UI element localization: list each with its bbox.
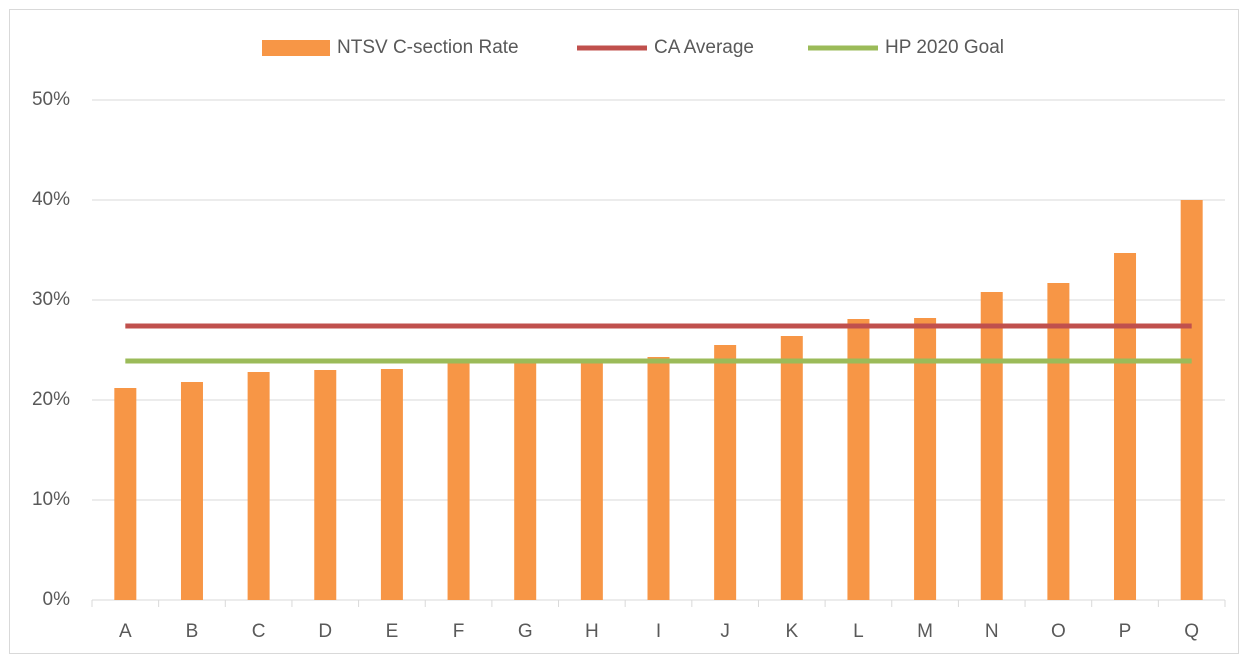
x-tick-label: K [785, 621, 798, 642]
bar [647, 357, 670, 600]
x-tick-label: C [252, 621, 266, 642]
x-tick-label: I [656, 621, 661, 642]
chart-border [9, 9, 1239, 654]
bar [1047, 283, 1070, 600]
x-tick-label: Q [1184, 621, 1199, 642]
x-tick-label: O [1051, 621, 1066, 642]
x-tick-label: E [386, 621, 399, 642]
y-tick-label: 30% [32, 289, 70, 310]
x-tick-label: M [917, 621, 933, 642]
legend-label: HP 2020 Goal [885, 37, 1004, 58]
y-tick-label: 40% [32, 189, 70, 210]
x-tick-label: B [186, 621, 199, 642]
y-tick-label: 50% [32, 89, 70, 110]
bar [247, 372, 270, 600]
y-tick-label: 10% [32, 489, 70, 510]
x-tick-label: P [1119, 621, 1132, 642]
legend-label: CA Average [654, 37, 754, 58]
bar [114, 388, 137, 600]
bar [714, 345, 737, 600]
bar [447, 360, 470, 600]
bar [1114, 253, 1137, 600]
bar [514, 359, 537, 600]
x-tick-label: D [318, 621, 332, 642]
y-tick-label: 0% [43, 589, 71, 610]
bar [847, 319, 870, 600]
x-tick-label: G [518, 621, 533, 642]
x-tick-label: F [453, 621, 465, 642]
legend-label: NTSV C-section Rate [337, 37, 519, 58]
bar [380, 369, 403, 600]
bar [1180, 200, 1203, 600]
x-tick-label: L [853, 621, 864, 642]
legend-swatch [262, 40, 330, 56]
x-tick-label: H [585, 621, 599, 642]
bar [780, 336, 803, 600]
x-tick-label: N [985, 621, 999, 642]
bar [980, 292, 1003, 600]
bar [580, 359, 603, 600]
y-tick-label: 20% [32, 389, 70, 410]
x-tick-label: A [119, 621, 132, 642]
bar [314, 370, 337, 600]
bar [914, 318, 937, 600]
bar [180, 382, 203, 600]
x-tick-label: J [720, 621, 730, 642]
